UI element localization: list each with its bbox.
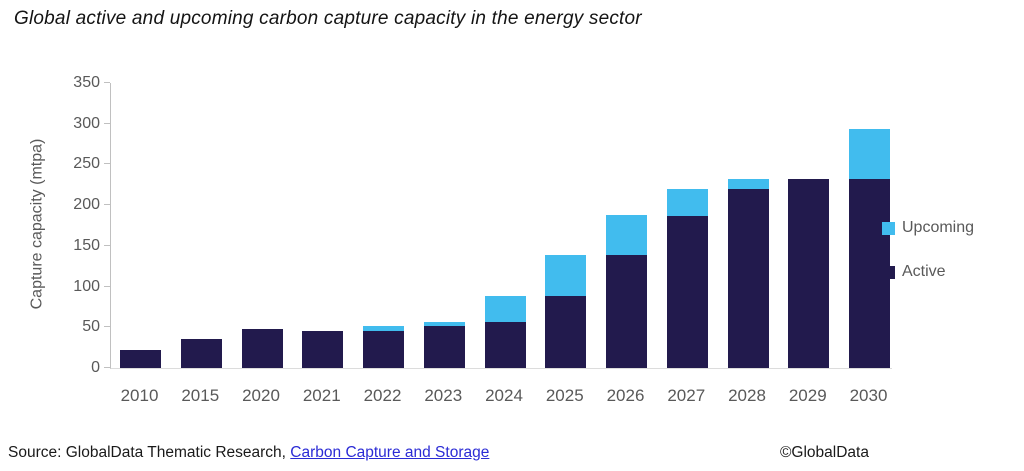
legend-item-upcoming: Upcoming bbox=[882, 218, 974, 238]
upcoming-swatch-icon bbox=[882, 221, 895, 235]
y-tick-label: 150 bbox=[73, 236, 100, 254]
x-tick-label: 2021 bbox=[302, 386, 341, 405]
y-tick-mark bbox=[104, 285, 110, 287]
bar-segment-active-2029 bbox=[788, 179, 830, 368]
source-prefix: Source: GlobalData Thematic Research, bbox=[8, 444, 291, 461]
x-tick-label: 2025 bbox=[545, 386, 584, 405]
x-tick-label: 2026 bbox=[606, 386, 645, 405]
x-tick-label: 2029 bbox=[788, 386, 827, 405]
bar-segment-active-2021 bbox=[302, 330, 344, 368]
chart-title: Global active and upcoming carbon captur… bbox=[14, 8, 642, 29]
bar-segment-active-2026 bbox=[606, 254, 647, 368]
bar-segment-active-2025 bbox=[545, 295, 587, 368]
bar-segment-active-2027 bbox=[666, 215, 708, 368]
x-tick-label: 2027 bbox=[667, 386, 706, 405]
bar-segment-upcoming-2022 bbox=[363, 326, 404, 331]
y-tick-label: 50 bbox=[82, 318, 100, 336]
x-tick-label: 2028 bbox=[728, 386, 766, 405]
bar-segment-upcoming-2026 bbox=[606, 214, 647, 255]
x-tick-label: 2020 bbox=[242, 386, 280, 405]
bar-segment-upcoming-2028 bbox=[727, 179, 769, 189]
legend-label-upcoming: Upcoming bbox=[902, 219, 975, 236]
bar-segment-active-2024 bbox=[484, 322, 526, 368]
y-tick-mark bbox=[104, 82, 110, 83]
source-line: Source: GlobalData Thematic Research, Ca… bbox=[8, 444, 489, 462]
y-tick-mark bbox=[104, 326, 110, 328]
bar-segment-upcoming-2023 bbox=[423, 321, 465, 326]
y-tick-mark bbox=[104, 122, 110, 124]
bar-segment-upcoming-2030 bbox=[849, 128, 890, 180]
x-tick-label: 2015 bbox=[181, 386, 220, 405]
y-tick-mark bbox=[104, 244, 110, 246]
bar-segment-upcoming-2024 bbox=[484, 295, 526, 323]
bar-segment-active-2020 bbox=[241, 328, 283, 368]
y-tick-label: 350 bbox=[73, 74, 100, 91]
legend: Upcoming Active bbox=[882, 218, 974, 306]
bar-segment-upcoming-2025 bbox=[545, 254, 587, 296]
bar-segment-active-2022 bbox=[363, 330, 404, 368]
y-tick-mark bbox=[104, 204, 110, 206]
x-axis-labels: 2010 2015 2020 2021 2022 2023 2024 2025 2026 2027… bbox=[110, 386, 891, 410]
bar-segment-active-2015 bbox=[180, 338, 222, 368]
x-tick-label: 2010 bbox=[120, 386, 159, 405]
legend-item-active: Active bbox=[882, 262, 974, 282]
x-tick-label: 2023 bbox=[424, 386, 463, 405]
bar-segment-upcoming-2027 bbox=[666, 188, 708, 216]
plot-area bbox=[104, 82, 892, 369]
y-tick-label: 0 bbox=[91, 359, 100, 376]
y-tick-label: 200 bbox=[73, 196, 100, 214]
legend-label-active: Active bbox=[902, 263, 946, 280]
source-link[interactable]: Carbon Capture and Storage bbox=[290, 444, 490, 461]
bar-segment-active-2023 bbox=[423, 325, 465, 368]
bar-segment-active-2028 bbox=[727, 188, 769, 368]
y-tick-label: 250 bbox=[73, 155, 100, 173]
y-tick-mark bbox=[104, 163, 110, 165]
y-axis-labels: 0 50 100 150 200 250 300 350 bbox=[0, 74, 100, 376]
y-tick-mark bbox=[104, 367, 110, 368]
copyright-text: ©GlobalData bbox=[780, 444, 869, 461]
active-swatch-icon bbox=[882, 265, 895, 279]
x-tick-label: 2024 bbox=[485, 386, 523, 405]
x-tick-label: 2030 bbox=[849, 386, 888, 405]
y-tick-label: 100 bbox=[73, 277, 100, 295]
bar-segment-active-2010 bbox=[120, 350, 161, 368]
x-tick-label: 2022 bbox=[363, 386, 402, 405]
y-tick-label: 300 bbox=[73, 114, 100, 132]
